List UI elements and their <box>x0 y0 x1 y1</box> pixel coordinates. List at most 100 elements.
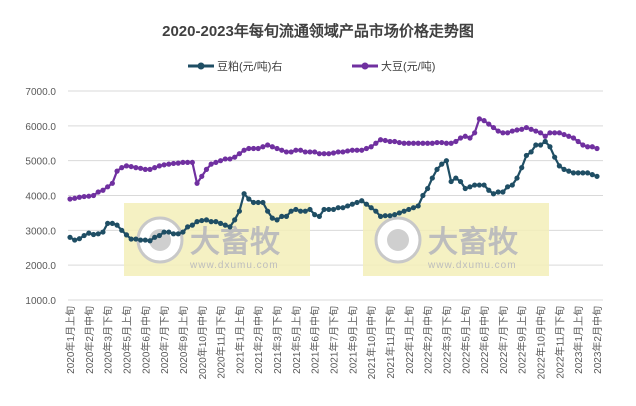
data-point <box>453 138 459 145</box>
data-point <box>486 121 492 127</box>
data-point <box>255 199 261 206</box>
data-point <box>297 208 304 214</box>
data-point <box>180 159 186 166</box>
data-point <box>283 213 290 219</box>
data-point <box>321 206 327 213</box>
data-point <box>265 208 271 214</box>
data-point <box>203 217 210 223</box>
data-point <box>236 208 242 214</box>
data-point <box>142 237 148 243</box>
y-tick-label: 6000.0 <box>25 122 56 133</box>
data-point <box>373 140 379 146</box>
data-point <box>307 149 313 155</box>
data-point <box>495 128 501 134</box>
data-point <box>213 159 219 166</box>
data-point <box>227 224 233 230</box>
data-point <box>401 140 407 146</box>
data-point <box>368 144 374 150</box>
data-point <box>90 231 97 238</box>
x-tick-label: 2022年5月上旬 <box>459 306 472 374</box>
data-point <box>326 206 332 213</box>
data-point <box>533 128 539 134</box>
data-point <box>425 185 431 192</box>
data-point <box>580 170 586 176</box>
data-point <box>114 222 120 228</box>
data-point <box>246 196 252 202</box>
data-point <box>250 145 257 152</box>
data-point <box>547 130 553 136</box>
data-point <box>137 237 144 243</box>
data-point <box>109 180 115 186</box>
data-point <box>547 144 553 150</box>
legend-item-meal[interactable]: 豆粕(元/吨)右 <box>188 59 282 73</box>
data-point <box>542 138 548 145</box>
data-point <box>222 222 228 228</box>
data-point <box>105 220 111 226</box>
data-point <box>269 144 275 150</box>
data-point <box>528 126 534 132</box>
data-point <box>401 208 407 214</box>
data-point <box>316 151 322 157</box>
data-point <box>594 145 600 152</box>
x-tick-label: 2021年2月中旬 <box>252 306 265 374</box>
data-point <box>519 126 525 132</box>
data-point <box>584 170 591 176</box>
data-point <box>330 150 337 156</box>
data-point <box>363 201 370 207</box>
data-point <box>156 232 163 239</box>
data-point <box>283 149 290 155</box>
data-point <box>246 145 252 152</box>
data-point <box>396 139 402 146</box>
data-point <box>410 140 417 146</box>
data-point <box>250 199 257 206</box>
data-point <box>519 165 525 171</box>
data-point <box>387 138 393 145</box>
y-tick-label: 3000.0 <box>25 226 56 237</box>
data-point <box>119 165 125 171</box>
data-point <box>476 182 482 188</box>
data-point <box>575 170 581 176</box>
data-point <box>335 149 341 155</box>
y-tick-label: 7000.0 <box>25 87 56 98</box>
data-point <box>514 175 520 181</box>
series-1 <box>67 116 600 202</box>
data-point <box>457 178 464 185</box>
x-tick-label: 2020年6月中旬 <box>139 306 152 374</box>
data-point <box>161 229 167 235</box>
data-point <box>406 206 412 213</box>
data-point <box>76 236 83 242</box>
data-point <box>420 140 426 146</box>
data-point <box>321 151 327 157</box>
data-point <box>349 147 355 153</box>
data-point <box>166 229 172 235</box>
data-point <box>194 219 200 225</box>
data-point <box>457 135 464 141</box>
data-point <box>260 144 266 150</box>
data-point <box>156 163 163 169</box>
x-tick-label: 2022年7月下旬 <box>497 306 510 374</box>
x-tick-label: 2021年3月下旬 <box>271 306 284 374</box>
data-point <box>481 118 487 124</box>
data-point <box>448 140 454 146</box>
data-point <box>481 182 487 188</box>
data-point <box>462 133 468 139</box>
data-point <box>368 205 374 211</box>
data-point <box>189 159 195 166</box>
x-tick-label: 2021年7月下旬 <box>328 306 341 374</box>
data-point <box>208 219 214 225</box>
y-tick-label: 4000.0 <box>25 192 56 203</box>
data-point <box>260 199 266 206</box>
data-point <box>81 232 87 239</box>
data-point <box>533 142 539 148</box>
data-point <box>274 145 280 152</box>
data-point <box>570 170 577 176</box>
watermark-brand: 大畜牧 <box>190 225 281 259</box>
data-point <box>67 234 73 240</box>
legend-item-soybean[interactable]: 大豆(元/吨) <box>352 59 435 73</box>
data-point <box>147 166 153 172</box>
data-point <box>443 140 450 146</box>
data-point <box>561 131 567 138</box>
x-tick-label: 2020年9月上旬 <box>177 306 190 374</box>
data-point <box>90 192 97 199</box>
